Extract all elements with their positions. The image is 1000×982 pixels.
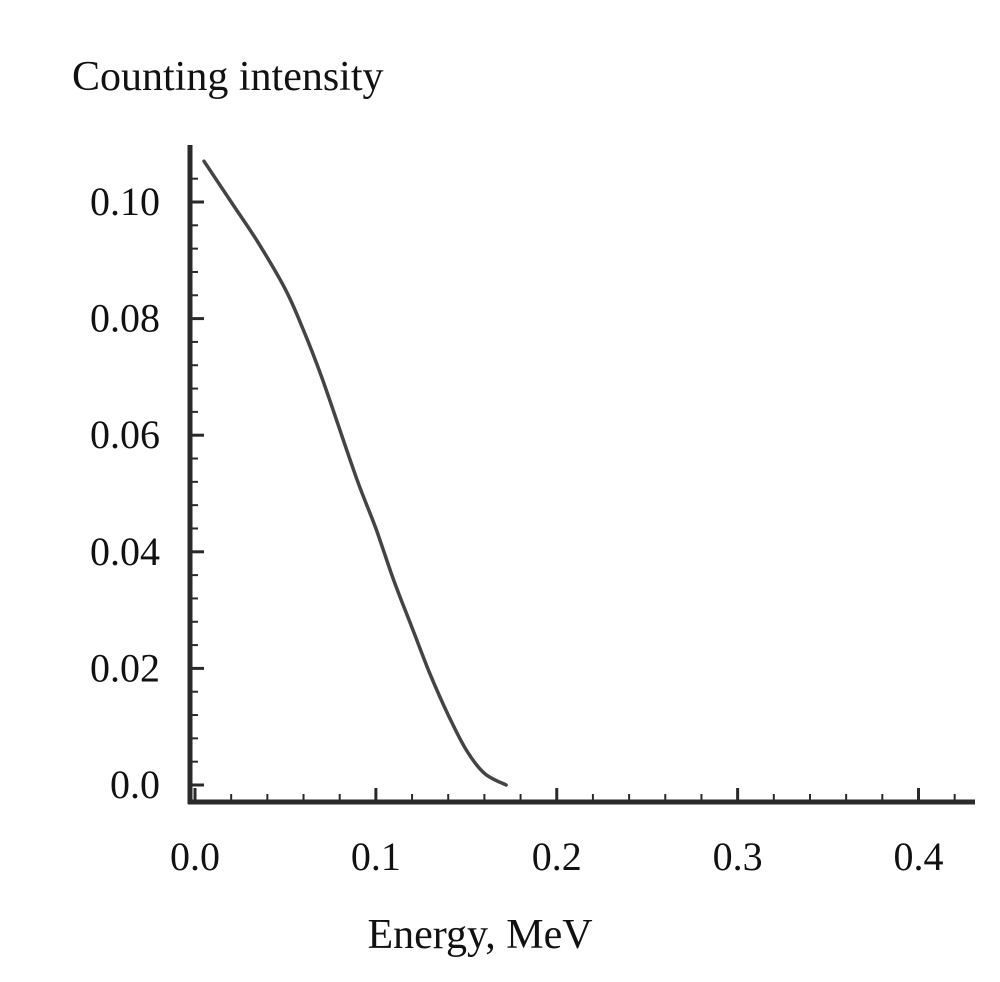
x-tick-label: 0.2 (532, 834, 582, 879)
x-axis-title: Energy, MeV (367, 912, 592, 958)
y-tick-label: 0.02 (90, 645, 160, 690)
y-tick-label: 0.04 (90, 529, 160, 574)
y-axis-title: Counting intensity (72, 54, 384, 100)
y-tick-label: 0.08 (90, 296, 160, 341)
x-tick-label: 0.3 (713, 834, 763, 879)
x-tick-label: 0.0 (170, 834, 220, 879)
x-tick-label: 0.4 (894, 834, 944, 879)
plot-area: 0.0 0.02 0.04 0.06 0.08 0.10 0.0 0.1 0.2 0.3 0.4 (90, 145, 975, 879)
series-line (202, 159, 508, 787)
x-tick-label: 0.1 (351, 834, 401, 879)
y-tick-label: 0.10 (90, 179, 160, 224)
y-tick-label: 0.06 (90, 412, 160, 457)
y-tick-label: 0.0 (110, 762, 160, 807)
